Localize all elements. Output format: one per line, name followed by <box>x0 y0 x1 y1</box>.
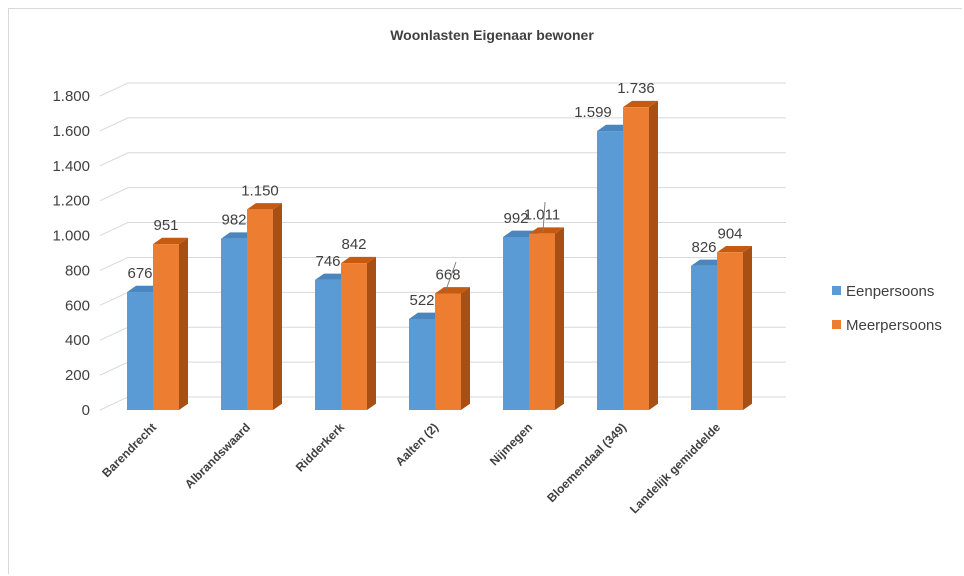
category-label: Bloemendaal (349) <box>544 420 629 505</box>
chart-frame <box>8 8 962 574</box>
bar-side <box>555 227 564 410</box>
bar-side <box>179 237 188 410</box>
gridline <box>99 222 786 237</box>
data-label: 668 <box>435 266 460 283</box>
bar-top <box>247 203 282 210</box>
legend-swatch <box>832 320 841 329</box>
y-tick-label: 1.200 <box>52 193 90 210</box>
data-label: 1.599 <box>574 104 612 121</box>
gridline <box>99 82 786 97</box>
legend-label: Meerpersoons <box>846 317 942 334</box>
bar-side <box>273 203 282 410</box>
bar-side <box>743 246 752 410</box>
y-tick-label: 1.600 <box>52 123 90 140</box>
bar-top <box>717 246 752 253</box>
bar-meerpersoons <box>529 227 564 410</box>
bar-top <box>341 256 376 264</box>
bar-meerpersoons <box>341 256 376 410</box>
y-tick-label: 1.400 <box>52 158 90 175</box>
y-tick-label: 0 <box>82 402 90 419</box>
bar-front <box>247 209 273 410</box>
chart-title: Woonlasten Eigenaar bewoner <box>390 27 594 43</box>
data-label: 1.011 <box>524 207 560 224</box>
bar-side <box>649 100 658 410</box>
data-label: 746 <box>315 253 340 270</box>
bar-side <box>461 287 470 410</box>
bar-front <box>341 263 367 410</box>
data-label: 842 <box>341 236 366 253</box>
data-label: 1.150 <box>241 182 279 199</box>
bar-front <box>221 238 247 410</box>
bars <box>127 100 752 411</box>
category-label: Nijmegen <box>487 420 535 468</box>
y-tick-label: 1.000 <box>52 228 90 245</box>
bar-meerpersoons <box>153 237 188 410</box>
bar-front <box>623 107 649 411</box>
leader-line <box>542 201 546 233</box>
leader-line <box>445 261 457 291</box>
legend-swatch <box>832 286 841 295</box>
category-label: Landelijk gemiddelde <box>627 420 723 516</box>
y-axis-ticks: 0 200 400 600 800 1.000 1.200 1.400 1.600 1.800 <box>52 88 90 419</box>
bar-meerpersoons <box>435 287 470 410</box>
category-label: Ridderkerk <box>293 420 347 474</box>
data-label: 676 <box>127 265 152 282</box>
y-tick-label: 400 <box>65 332 90 349</box>
data-label: 1.736 <box>617 80 655 97</box>
legend-label: Eenpersoons <box>846 283 934 300</box>
y-tick-label: 800 <box>65 262 90 279</box>
bar-top <box>153 237 188 245</box>
data-label: 522 <box>409 292 434 309</box>
bar-front <box>529 233 555 410</box>
bar-front <box>153 244 179 410</box>
bar-front <box>717 252 743 410</box>
y-tick-label: 1.800 <box>52 88 90 105</box>
bar-side <box>367 256 376 410</box>
y-tick-label: 600 <box>65 297 90 314</box>
category-label: Barendrecht <box>99 420 159 480</box>
gridline <box>99 152 786 167</box>
category-labels: Barendrecht Albrandswaard Ridderkerk Aalten… <box>99 420 723 516</box>
bar-front <box>597 131 623 410</box>
y-tick-label: 200 <box>65 367 90 384</box>
bar-top <box>435 287 470 294</box>
data-label: 982 <box>221 212 246 229</box>
bar-front <box>127 292 153 410</box>
data-label: 826 <box>691 239 716 256</box>
bar-meerpersoons <box>247 203 282 410</box>
bar-meerpersoons <box>623 100 658 411</box>
bar-front <box>409 318 435 410</box>
bar-front <box>503 236 529 410</box>
category-label: Aalten (2) <box>393 420 442 469</box>
bar-front <box>435 293 461 410</box>
gridline <box>99 187 786 202</box>
data-label: 904 <box>717 225 742 242</box>
data-label: 951 <box>153 217 178 234</box>
bar-front <box>691 265 717 410</box>
gridline <box>99 117 786 132</box>
category-label: Albrandswaard <box>182 420 253 491</box>
data-label: 992 <box>503 210 528 227</box>
bar-meerpersoons <box>717 246 752 410</box>
bar-front <box>315 279 341 410</box>
bar-top <box>529 227 564 234</box>
gridline <box>99 256 786 271</box>
bar-top <box>623 100 658 108</box>
legend: Eenpersoons Meerpersoons <box>832 283 942 334</box>
